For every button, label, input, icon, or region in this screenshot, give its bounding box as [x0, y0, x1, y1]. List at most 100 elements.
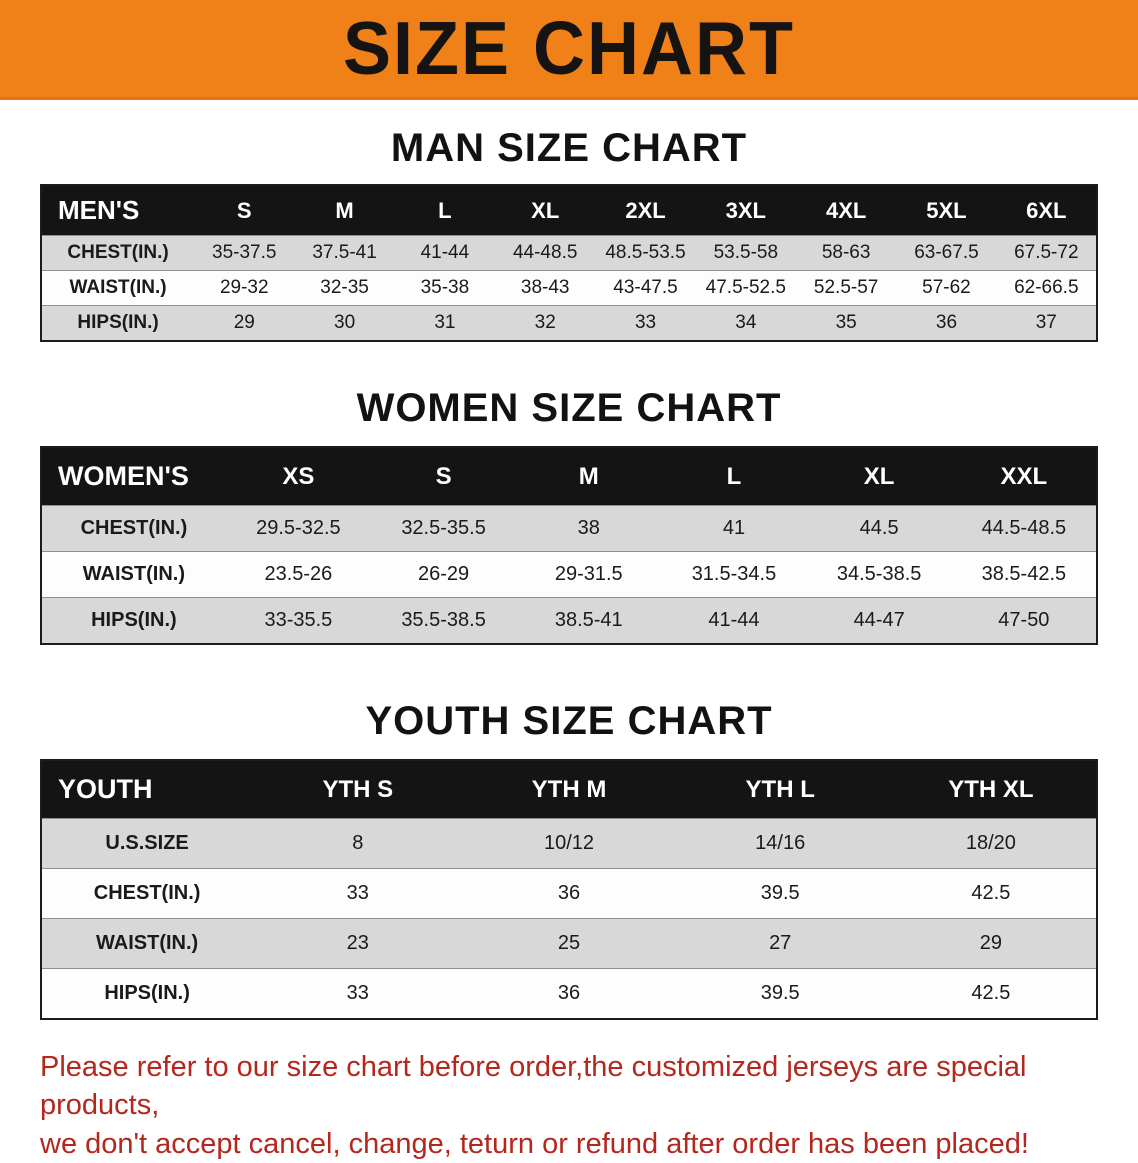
- size-column-header: 2XL: [595, 185, 696, 236]
- size-value-cell: 41-44: [661, 597, 807, 644]
- size-value-cell: 18/20: [885, 818, 1097, 869]
- measurement-row: CHEST(IN.) 35-37.5 37.5-41 41-44 44-48.5 48.5…: [41, 235, 1097, 271]
- size-value-cell: 37.5-41: [294, 235, 395, 271]
- row-label-cell: WAIST(IN.): [41, 551, 226, 598]
- row-label-cell: U.S.SIZE: [41, 818, 253, 869]
- notice-line-1: Please refer to our size chart before or…: [40, 1051, 1027, 1122]
- size-value-cell: 39.5: [674, 968, 886, 1019]
- women-section-heading: WOMEN SIZE CHART: [356, 386, 782, 430]
- size-value-cell: 14/16: [674, 818, 886, 869]
- size-column-header: XL: [806, 447, 952, 506]
- size-value-cell: 53.5-58: [695, 235, 796, 271]
- size-value-cell: 32.5-35.5: [370, 505, 517, 552]
- size-column-header: L: [394, 185, 496, 236]
- size-value-cell: 8: [252, 818, 464, 869]
- size-value-cell: 35-38: [394, 270, 496, 306]
- size-value-cell: 44.5-48.5: [951, 505, 1097, 552]
- size-column-header: 4XL: [795, 185, 897, 236]
- row-label-cell: CHEST(IN.): [41, 235, 195, 271]
- size-column-header: YTH XL: [885, 760, 1097, 819]
- size-chart-content: MAN SIZE CHART MEN'S S M L XL 2XL 3XL 4XL 5XL 6XL…: [0, 126, 1138, 1163]
- size-value-cell: 32: [495, 305, 596, 341]
- size-value-cell: 33-35.5: [225, 597, 371, 644]
- men-size-table: MEN'S S M L XL 2XL 3XL 4XL 5XL 6XL CHEST(IN.) 35-37…: [40, 184, 1098, 342]
- size-column-header: YTH M: [463, 760, 675, 819]
- measurement-row: WAIST(IN.) 29-32 32-35 35-38 38-43 43-47.5 47.…: [41, 270, 1097, 306]
- size-value-cell: 23.5-26: [225, 551, 371, 598]
- size-column-header: XXL: [951, 447, 1097, 506]
- size-value-cell: 25: [463, 918, 675, 969]
- size-column-header: S: [194, 185, 295, 236]
- table-title-cell: WOMEN'S: [41, 447, 226, 506]
- size-value-cell: 47.5-52.5: [695, 270, 796, 306]
- measurement-row: HIPS(IN.) 33-35.5 35.5-38.5 38.5-41 41-44 44-…: [41, 597, 1097, 644]
- size-value-cell: 39.5: [674, 868, 886, 919]
- size-value-cell: 43-47.5: [595, 270, 696, 306]
- size-column-header: 3XL: [695, 185, 796, 236]
- notice-line-2: we don't accept cancel, change, teturn o…: [40, 1127, 1029, 1160]
- size-value-cell: 36: [463, 968, 675, 1019]
- size-value-cell: 67.5-72: [996, 235, 1097, 271]
- size-value-cell: 62-66.5: [996, 270, 1097, 306]
- row-label-cell: CHEST(IN.): [41, 868, 253, 919]
- size-value-cell: 29: [885, 918, 1097, 969]
- size-value-cell: 42.5: [885, 968, 1097, 1019]
- size-value-cell: 32-35: [294, 270, 395, 306]
- size-value-cell: 42.5: [885, 868, 1097, 919]
- size-value-cell: 35-37.5: [194, 235, 295, 271]
- size-value-cell: 48.5-53.5: [595, 235, 696, 271]
- size-value-cell: 29-32: [194, 270, 295, 306]
- size-value-cell: 34.5-38.5: [806, 551, 952, 598]
- size-value-cell: 34: [695, 305, 796, 341]
- size-value-cell: 38-43: [495, 270, 596, 306]
- men-section-heading: MAN SIZE CHART: [390, 126, 748, 170]
- measurement-row: HIPS(IN.) 29 30 31 32 33 34 35 36 37: [41, 305, 1097, 341]
- size-value-cell: 35: [795, 305, 897, 341]
- youth-section-heading: YOUTH SIZE CHART: [365, 699, 773, 743]
- size-value-cell: 38.5-41: [516, 597, 662, 644]
- size-value-cell: 41-44: [394, 235, 496, 271]
- row-label-cell: WAIST(IN.): [41, 270, 195, 306]
- size-column-header: XS: [225, 447, 371, 506]
- page-title: SIZE CHART: [343, 6, 795, 91]
- size-value-cell: 35.5-38.5: [370, 597, 517, 644]
- men-size-section: MAN SIZE CHART MEN'S S M L XL 2XL 3XL 4XL 5XL 6XL…: [0, 126, 1138, 342]
- row-label-cell: HIPS(IN.): [41, 968, 253, 1019]
- table-title-cell: YOUTH: [41, 760, 253, 819]
- size-value-cell: 31: [394, 305, 496, 341]
- size-value-cell: 52.5-57: [795, 270, 897, 306]
- youth-size-table: YOUTH YTH S YTH M YTH L YTH XL U.S.SIZE 8 10/12…: [40, 759, 1098, 1020]
- size-value-cell: 37: [996, 305, 1097, 341]
- measurement-row: CHEST(IN.) 33 36 39.5 42.5: [41, 868, 1097, 919]
- table-header-row: WOMEN'S XS S M L XL XXL: [41, 447, 1097, 506]
- row-label-cell: WAIST(IN.): [41, 918, 253, 969]
- size-value-cell: 58-63: [795, 235, 897, 271]
- measurement-row: HIPS(IN.) 33 36 39.5 42.5: [41, 968, 1097, 1019]
- size-value-cell: 29: [194, 305, 295, 341]
- row-label-cell: HIPS(IN.): [41, 305, 195, 341]
- size-value-cell: 30: [294, 305, 395, 341]
- size-value-cell: 23: [252, 918, 464, 969]
- women-size-table: WOMEN'S XS S M L XL XXL CHEST(IN.) 29.5-32.5 32.5…: [40, 446, 1098, 645]
- size-column-header: YTH S: [252, 760, 464, 819]
- size-column-header: XL: [495, 185, 596, 236]
- measurement-row: U.S.SIZE 8 10/12 14/16 18/20: [41, 818, 1097, 869]
- measurement-row: WAIST(IN.) 23.5-26 26-29 29-31.5 31.5-34.5 34…: [41, 551, 1097, 598]
- size-value-cell: 36: [896, 305, 997, 341]
- measurement-row: WAIST(IN.) 23 25 27 29: [41, 918, 1097, 969]
- row-label-cell: CHEST(IN.): [41, 505, 226, 552]
- table-header-row: MEN'S S M L XL 2XL 3XL 4XL 5XL 6XL: [41, 185, 1097, 236]
- size-value-cell: 38.5-42.5: [951, 551, 1097, 598]
- row-label-cell: HIPS(IN.): [41, 597, 226, 644]
- size-value-cell: 57-62: [896, 270, 997, 306]
- size-value-cell: 33: [252, 868, 464, 919]
- size-value-cell: 29.5-32.5: [225, 505, 371, 552]
- size-value-cell: 33: [252, 968, 464, 1019]
- size-value-cell: 31.5-34.5: [661, 551, 807, 598]
- size-column-header: 6XL: [996, 185, 1097, 236]
- size-value-cell: 44-48.5: [495, 235, 596, 271]
- size-column-header: M: [294, 185, 395, 236]
- size-value-cell: 27: [674, 918, 886, 969]
- size-value-cell: 63-67.5: [896, 235, 997, 271]
- size-column-header: M: [516, 447, 662, 506]
